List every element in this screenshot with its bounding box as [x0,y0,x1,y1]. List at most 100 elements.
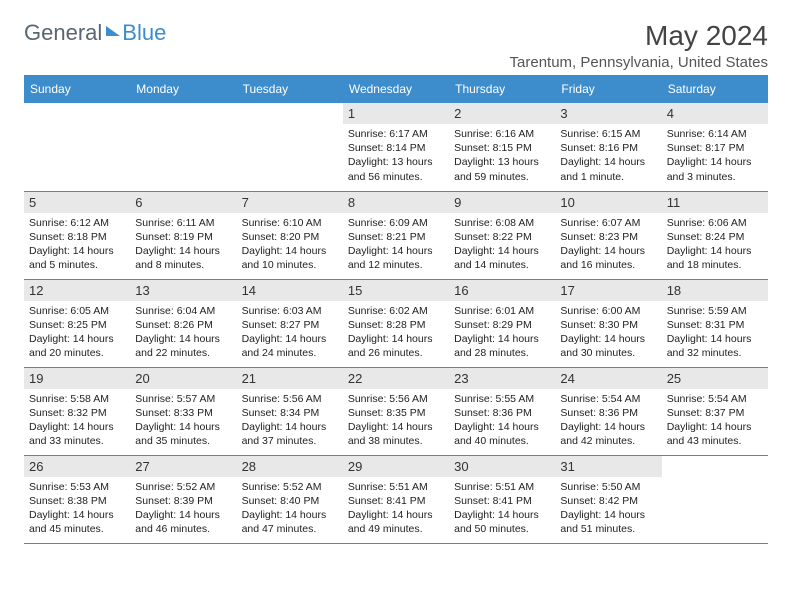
day-number: 3 [555,103,661,124]
day-number: 10 [555,192,661,213]
day-number: 1 [343,103,449,124]
day-header: Friday [555,75,661,103]
day-number: 4 [662,103,768,124]
day-info: Sunrise: 6:08 AMSunset: 8:22 PMDaylight:… [454,216,550,273]
day-info: Sunrise: 6:16 AMSunset: 8:15 PMDaylight:… [454,127,550,184]
day-info: Sunrise: 5:56 AMSunset: 8:35 PMDaylight:… [348,392,444,449]
day-number: 26 [24,456,130,477]
calendar-cell [662,455,768,543]
day-number: 25 [662,368,768,389]
day-number: 22 [343,368,449,389]
calendar-head: SundayMondayTuesdayWednesdayThursdayFrid… [24,75,768,103]
location-text: Tarentum, Pennsylvania, United States [510,54,768,71]
day-header: Thursday [449,75,555,103]
day-number: 7 [237,192,343,213]
calendar-cell: 29 Sunrise: 5:51 AMSunset: 8:41 PMDayligh… [343,455,449,543]
day-info: Sunrise: 5:52 AMSunset: 8:39 PMDaylight:… [135,480,231,537]
calendar-cell: 22 Sunrise: 5:56 AMSunset: 8:35 PMDayligh… [343,367,449,455]
calendar-cell: 5 Sunrise: 6:12 AMSunset: 8:18 PMDaylight… [24,191,130,279]
calendar-cell: 15Sunrise: 6:02 AMSunset: 8:28 PMDayligh… [343,279,449,367]
day-info: Sunrise: 5:52 AMSunset: 8:40 PMDaylight:… [242,480,338,537]
day-info: Sunrise: 6:10 AMSunset: 8:20 PMDaylight:… [242,216,338,273]
day-header: Saturday [662,75,768,103]
day-number: 17 [555,280,661,301]
day-info: Sunrise: 6:04 AMSunset: 8:26 PMDaylight:… [135,304,231,361]
calendar-row: 12Sunrise: 6:05 AMSunset: 8:25 PMDayligh… [24,279,768,367]
calendar-cell: 27 Sunrise: 5:52 AMSunset: 8:39 PMDayligh… [130,455,236,543]
calendar-cell: 26 Sunrise: 5:53 AMSunset: 8:38 PMDayligh… [24,455,130,543]
calendar-cell: 23 Sunrise: 5:55 AMSunset: 8:36 PMDayligh… [449,367,555,455]
calendar-row: 5 Sunrise: 6:12 AMSunset: 8:18 PMDaylight… [24,191,768,279]
day-number: 6 [130,192,236,213]
day-number: 30 [449,456,555,477]
calendar-cell: 17 Sunrise: 6:00 AMSunset: 8:30 PMDayligh… [555,279,661,367]
day-info: Sunrise: 5:59 AMSunset: 8:31 PMDaylight:… [667,304,763,361]
calendar-body: 1 Sunrise: 6:17 AMSunset: 8:14 PMDaylight… [24,103,768,543]
calendar-cell: 21 Sunrise: 5:56 AMSunset: 8:34 PMDayligh… [237,367,343,455]
day-info: Sunrise: 6:14 AMSunset: 8:17 PMDaylight:… [667,127,763,184]
day-info: Sunrise: 6:02 AMSunset: 8:28 PMDaylight:… [348,304,444,361]
logo: General Blue [24,20,166,46]
day-number: 18 [662,280,768,301]
day-number: 24 [555,368,661,389]
calendar-cell [237,103,343,191]
day-info: Sunrise: 5:53 AMSunset: 8:38 PMDaylight:… [29,480,125,537]
calendar-cell: 4 Sunrise: 6:14 AMSunset: 8:17 PMDaylight… [662,103,768,191]
calendar-cell: 12Sunrise: 6:05 AMSunset: 8:25 PMDayligh… [24,279,130,367]
day-info: Sunrise: 6:09 AMSunset: 8:21 PMDaylight:… [348,216,444,273]
day-info: Sunrise: 5:54 AMSunset: 8:36 PMDaylight:… [560,392,656,449]
day-number: 31 [555,456,661,477]
calendar-cell: 16 Sunrise: 6:01 AMSunset: 8:29 PMDayligh… [449,279,555,367]
day-number: 29 [343,456,449,477]
day-number: 13 [130,280,236,301]
calendar-cell: 28 Sunrise: 5:52 AMSunset: 8:40 PMDayligh… [237,455,343,543]
logo-text-general: General [24,20,102,46]
day-number: 27 [130,456,236,477]
day-info: Sunrise: 6:12 AMSunset: 8:18 PMDaylight:… [29,216,125,273]
calendar-table: SundayMondayTuesdayWednesdayThursdayFrid… [24,75,768,544]
day-info: Sunrise: 5:50 AMSunset: 8:42 PMDaylight:… [560,480,656,537]
day-header: Sunday [24,75,130,103]
calendar-cell: 1 Sunrise: 6:17 AMSunset: 8:14 PMDaylight… [343,103,449,191]
day-info: Sunrise: 6:06 AMSunset: 8:24 PMDaylight:… [667,216,763,273]
day-info: Sunrise: 5:58 AMSunset: 8:32 PMDaylight:… [29,392,125,449]
day-info: Sunrise: 6:17 AMSunset: 8:14 PMDaylight:… [348,127,444,184]
calendar-cell: 31 Sunrise: 5:50 AMSunset: 8:42 PMDayligh… [555,455,661,543]
logo-text-blue: Blue [122,20,166,46]
day-info: Sunrise: 5:51 AMSunset: 8:41 PMDaylight:… [348,480,444,537]
day-number: 21 [237,368,343,389]
calendar-cell [24,103,130,191]
day-number: 23 [449,368,555,389]
day-info: Sunrise: 5:56 AMSunset: 8:34 PMDaylight:… [242,392,338,449]
calendar-cell: 10 Sunrise: 6:07 AMSunset: 8:23 PMDayligh… [555,191,661,279]
day-number: 28 [237,456,343,477]
day-number: 14 [237,280,343,301]
calendar-cell: 2Sunrise: 6:16 AMSunset: 8:15 PMDaylight… [449,103,555,191]
day-info: Sunrise: 6:05 AMSunset: 8:25 PMDaylight:… [29,304,125,361]
calendar-row: 19 Sunrise: 5:58 AMSunset: 8:32 PMDayligh… [24,367,768,455]
calendar-cell: 19 Sunrise: 5:58 AMSunset: 8:32 PMDayligh… [24,367,130,455]
day-number: 5 [24,192,130,213]
calendar-cell: 30 Sunrise: 5:51 AMSunset: 8:41 PMDayligh… [449,455,555,543]
calendar-cell: 20Sunrise: 5:57 AMSunset: 8:33 PMDayligh… [130,367,236,455]
day-info: Sunrise: 6:11 AMSunset: 8:19 PMDaylight:… [135,216,231,273]
day-number: 20 [130,368,236,389]
day-header: Tuesday [237,75,343,103]
calendar-row: 1 Sunrise: 6:17 AMSunset: 8:14 PMDaylight… [24,103,768,191]
day-number: 19 [24,368,130,389]
day-number: 11 [662,192,768,213]
calendar-cell: 14Sunrise: 6:03 AMSunset: 8:27 PMDayligh… [237,279,343,367]
day-number: 9 [449,192,555,213]
calendar-row: 26 Sunrise: 5:53 AMSunset: 8:38 PMDayligh… [24,455,768,543]
day-info: Sunrise: 5:54 AMSunset: 8:37 PMDaylight:… [667,392,763,449]
day-info: Sunrise: 6:00 AMSunset: 8:30 PMDaylight:… [560,304,656,361]
day-info: Sunrise: 6:01 AMSunset: 8:29 PMDaylight:… [454,304,550,361]
day-info: Sunrise: 5:51 AMSunset: 8:41 PMDaylight:… [454,480,550,537]
calendar-cell: 3Sunrise: 6:15 AMSunset: 8:16 PMDaylight… [555,103,661,191]
day-number: 16 [449,280,555,301]
day-info: Sunrise: 5:55 AMSunset: 8:36 PMDaylight:… [454,392,550,449]
calendar-cell: 6 Sunrise: 6:11 AMSunset: 8:19 PMDaylight… [130,191,236,279]
day-info: Sunrise: 6:07 AMSunset: 8:23 PMDaylight:… [560,216,656,273]
calendar-cell: 24 Sunrise: 5:54 AMSunset: 8:36 PMDayligh… [555,367,661,455]
calendar-cell: 8Sunrise: 6:09 AMSunset: 8:21 PMDaylight… [343,191,449,279]
